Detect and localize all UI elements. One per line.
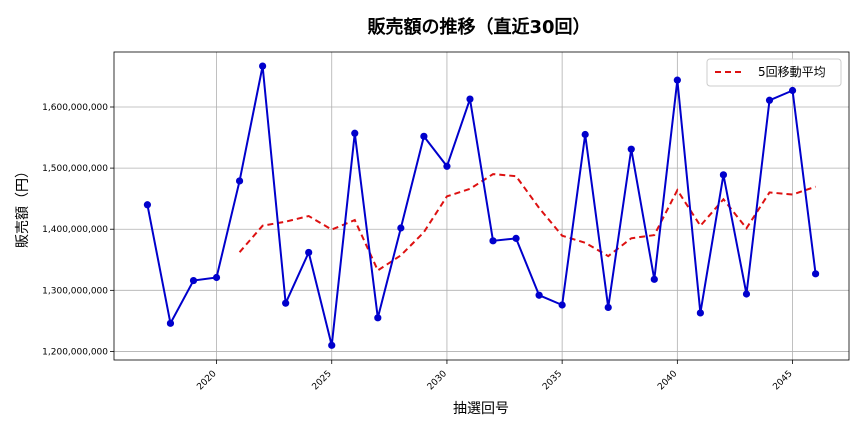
sales-point <box>397 224 405 232</box>
sales-point <box>305 248 313 257</box>
moving-average-line <box>238 173 816 272</box>
x-tick-label: 2045 <box>771 369 794 392</box>
sales-point <box>535 291 543 299</box>
y-tick-label: 1,400,000,000 <box>42 225 108 235</box>
sales-point <box>604 303 612 312</box>
sales-point <box>512 234 520 242</box>
y-tick-label: 1,600,000,000 <box>42 103 108 113</box>
legend-box <box>706 58 842 87</box>
x-tick-label: 2030 <box>426 369 449 392</box>
sales-point <box>443 162 451 170</box>
grid <box>114 52 849 360</box>
sales-point <box>259 62 267 70</box>
y-tick-label: 1,500,000,000 <box>42 164 108 174</box>
y-tick-label: 1,300,000,000 <box>42 286 108 296</box>
sales-point <box>581 130 589 139</box>
x-axis-label: 抽選回号 <box>453 401 509 417</box>
x-tick-label: 2035 <box>541 369 564 392</box>
sales-point <box>235 177 244 185</box>
sales-point <box>788 86 797 95</box>
sales-point <box>627 145 635 153</box>
sales-point <box>489 237 497 245</box>
sales-point <box>719 171 728 179</box>
sales-point <box>650 275 658 283</box>
sales-point <box>696 309 704 317</box>
sales-point <box>189 276 198 285</box>
chart-title: 販売額の推移（直近30回） <box>367 16 590 38</box>
y-tick-label: 1,200,000,000 <box>42 347 108 357</box>
y-axis-ticks: 1,200,000,000 1,300,000,000 1,400,000,000 1… <box>42 103 114 357</box>
sales-point <box>466 95 474 103</box>
x-tick-label: 2040 <box>656 369 679 392</box>
sales-point <box>811 270 820 278</box>
sales-point <box>166 319 175 327</box>
x-tick-label: 2025 <box>311 369 334 392</box>
x-tick-label: 2020 <box>195 369 218 392</box>
sales-point <box>328 341 336 349</box>
x-axis-ticks: 2020 2025 2030 2035 2040 2045 <box>195 360 795 392</box>
sales-point <box>673 76 681 84</box>
series <box>143 62 820 349</box>
legend: 5回移動平均 <box>706 58 842 87</box>
sales-point <box>420 132 428 140</box>
sales-point <box>282 299 290 307</box>
sales-point <box>143 201 152 209</box>
sales-point <box>374 314 382 322</box>
sales-point <box>558 301 566 309</box>
legend-label-moving-average: 5回移動平均 <box>758 65 826 79</box>
plot-area-frame <box>113 51 850 361</box>
sales-point <box>765 96 774 104</box>
y-axis-label: 販売額（円） <box>15 164 31 248</box>
sales-point <box>351 129 359 137</box>
sales-point <box>742 290 751 298</box>
sales-point <box>212 273 221 282</box>
sales-line <box>146 65 817 346</box>
